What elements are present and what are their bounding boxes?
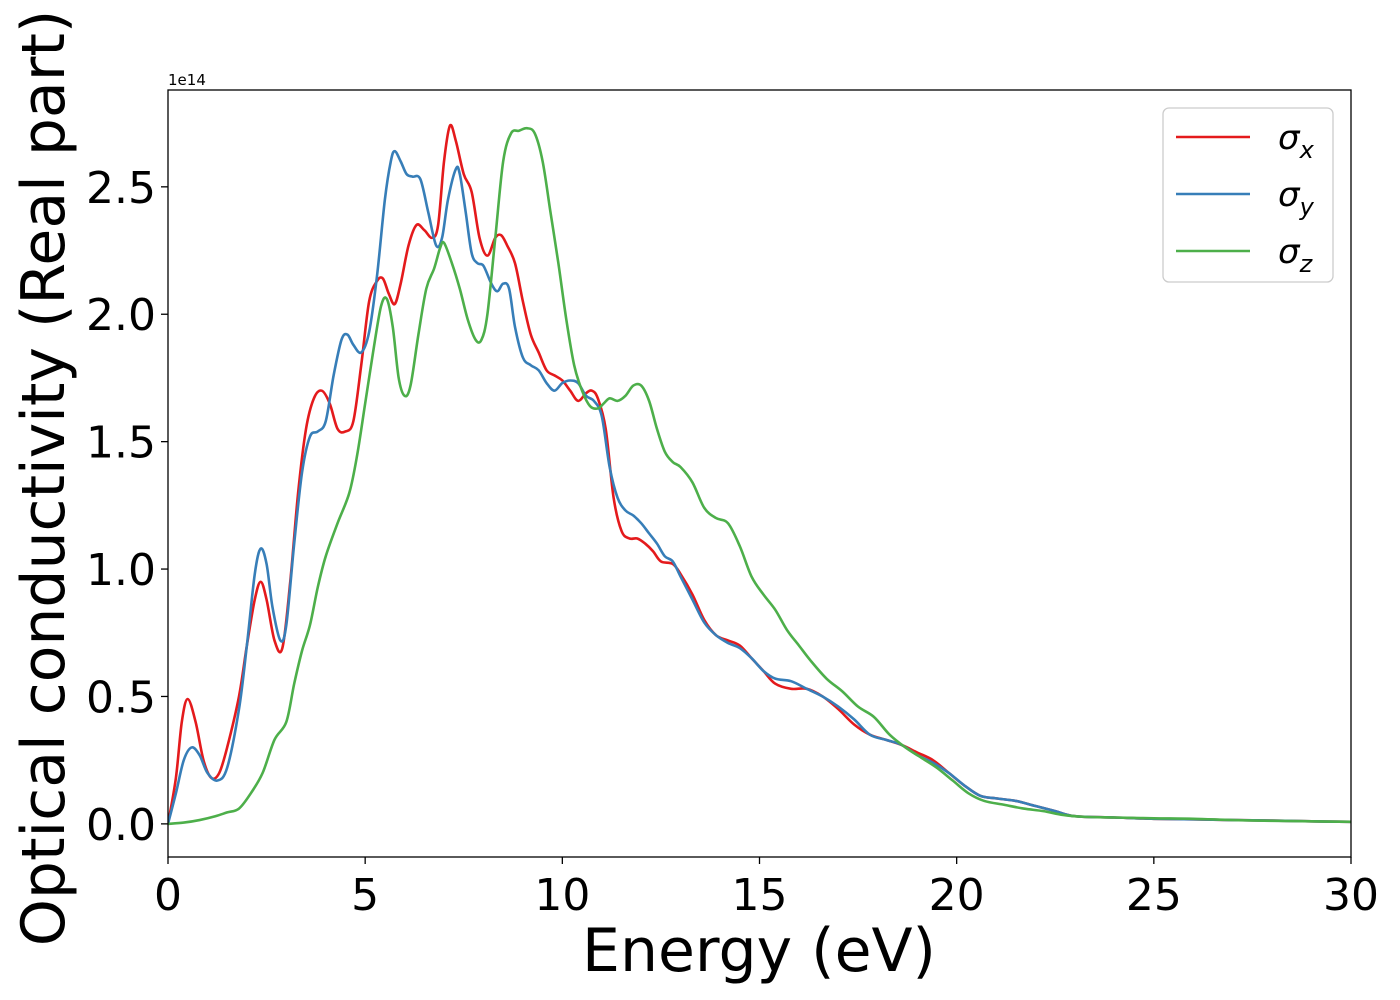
x-tick-label: 25: [1126, 870, 1182, 921]
y-tick-label: 0.0: [86, 800, 156, 851]
x-tick-label: 15: [732, 870, 788, 921]
y-tick-label: 2.5: [86, 163, 156, 214]
y-tick-label: 1.5: [86, 418, 156, 469]
x-tick-label: 30: [1323, 870, 1379, 921]
y-offset-label: 1e14: [168, 71, 206, 89]
legend-label-x: σx: [1278, 118, 1315, 164]
y-tick-label: 2.0: [86, 290, 156, 341]
y-axis-label: Optical conductivity (Real part): [9, 10, 79, 947]
legend: σx σy σz: [1162, 107, 1334, 283]
series-line-z: [168, 126, 1351, 826]
y-tick-label: 0.5: [86, 672, 156, 723]
x-tick-label: 20: [929, 870, 985, 921]
x-tick-label: 10: [534, 870, 590, 921]
x-axis-label: Energy (eV): [582, 916, 936, 986]
x-axis-ticks: 0 5 10 15 20 25 30: [154, 857, 1379, 921]
x-tick-label: 5: [351, 870, 379, 921]
legend-label-z: σz: [1278, 232, 1314, 278]
y-tick-label: 1.0: [86, 545, 156, 596]
y-axis-ticks: 0.0 0.5 1.0 1.5 2.0 2.5: [86, 163, 168, 851]
series-layer: [168, 123, 1351, 826]
x-tick-label: 0: [154, 870, 182, 921]
legend-label-y: σy: [1278, 175, 1315, 221]
